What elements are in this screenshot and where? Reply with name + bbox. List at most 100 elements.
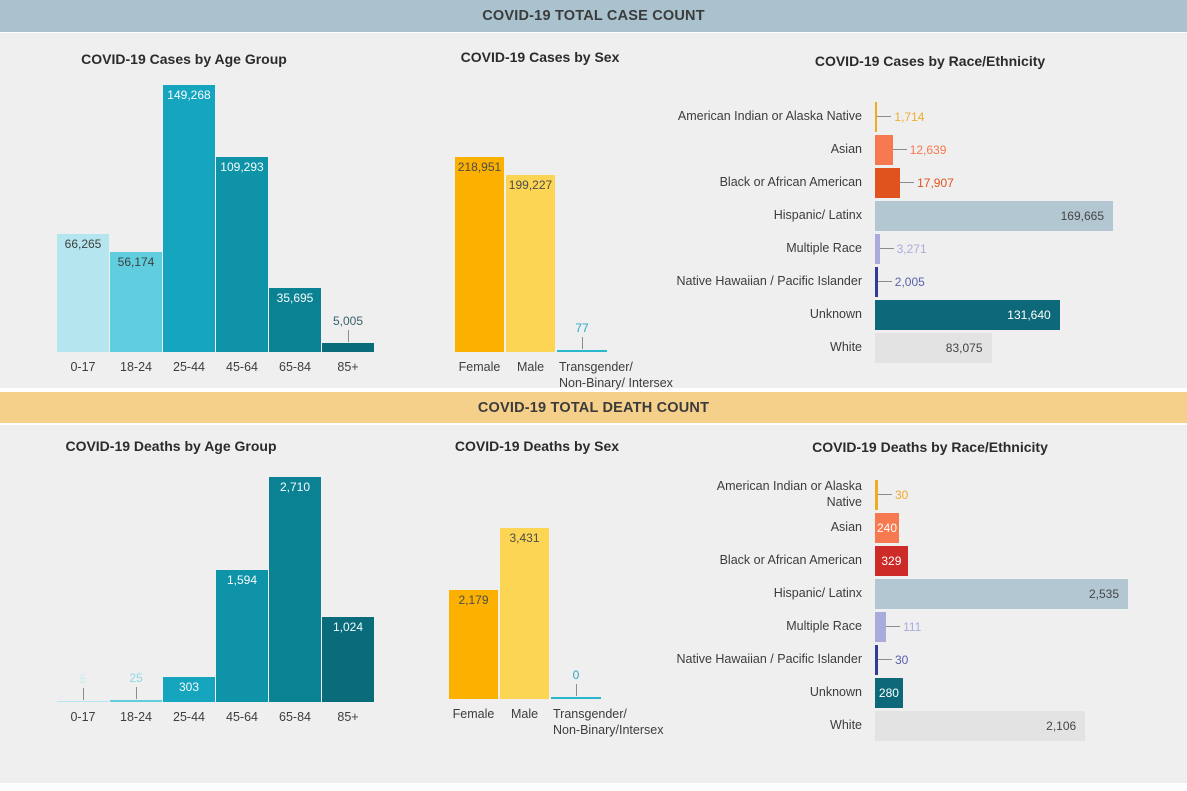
bar-area: 2,106: [875, 710, 1128, 741]
category-label: Transgender/ Non-Binary/ Intersex: [559, 360, 673, 390]
value-label: 329: [881, 553, 902, 568]
category-label: Unknown: [809, 306, 862, 321]
bar-cell-45-64: 1,594: [216, 477, 268, 702]
bar-multiple-race[interactable]: [875, 233, 880, 264]
race-row-asian: Asian 240: [646, 511, 1128, 544]
category-label: 45-64: [226, 360, 258, 374]
bar-female[interactable]: 2,179: [449, 590, 498, 699]
value-label: 25: [129, 670, 143, 685]
category-label: 0-17: [70, 710, 96, 724]
bar-18-24[interactable]: [110, 699, 162, 702]
value-label: 30: [895, 652, 909, 667]
bar-asian[interactable]: [875, 134, 893, 165]
race-row-white: White 2,106: [646, 709, 1128, 742]
plot-area: 5 25 303 1,594 2,710 1,024: [57, 477, 374, 702]
bar-white[interactable]: 83,075: [875, 332, 992, 363]
value-label: 77: [575, 321, 589, 335]
bar-0-17[interactable]: [57, 701, 109, 702]
value-label: 12,639: [909, 142, 947, 157]
bar-unknown[interactable]: 280: [875, 677, 903, 708]
leader-line: [900, 182, 915, 183]
plot-area: American Indian or Alaska Native 30 Asian 2…: [646, 478, 1128, 742]
bar-cell-65-84: 35,695: [269, 85, 321, 352]
bar-hispanic-latinx[interactable]: 169,665: [875, 200, 1113, 231]
category-label: 25-44: [173, 360, 205, 374]
category-label: American Indian or Alaska Native: [716, 479, 862, 509]
plot-area: 66,265 56,174 149,268 109,293 35,695 5,005: [57, 85, 374, 352]
value-label: 83,075: [945, 340, 983, 355]
bar-male[interactable]: 199,227: [506, 174, 555, 352]
race-row-unknown: Unknown 280: [646, 676, 1128, 709]
bar-native-hawaiian-pacific-islander[interactable]: [875, 644, 878, 675]
bar-area: 111: [875, 611, 1128, 642]
category-label: Male: [510, 707, 539, 721]
total-death-count-band: COVID-19 TOTAL DEATH COUNT: [0, 392, 1187, 423]
chart-cases-by-race-ethnicity: COVID-19 Cases by Race/Ethnicity America…: [646, 53, 1113, 364]
race-row-unknown: Unknown 131,640: [646, 298, 1113, 331]
bar-american-indian-or-alaska-native[interactable]: [875, 479, 878, 510]
bar-black-or-african-american[interactable]: [875, 167, 901, 198]
value-label: 30: [895, 487, 909, 502]
bar-white[interactable]: 2,106: [875, 710, 1086, 741]
race-row-native-hawaiian-pacific-islander: Native Hawaiian / Pacific Islander 30: [646, 643, 1128, 676]
bar-cell-25-44: 149,268: [163, 85, 215, 352]
bar-65-84[interactable]: 2,710: [269, 477, 321, 702]
race-row-black-or-african-american: Black or African American 17,907: [646, 166, 1113, 199]
bar-black-or-african-american[interactable]: 329: [875, 545, 908, 576]
bar-male[interactable]: 3,431: [500, 528, 549, 699]
bar-45-64[interactable]: 1,594: [216, 569, 268, 702]
bar-area: 2,005: [875, 266, 1113, 297]
category-label: Unknown: [809, 684, 862, 699]
category-label: 18-24: [120, 710, 152, 724]
bar-area: 83,075: [875, 332, 1113, 363]
bar-25-44[interactable]: 149,268: [163, 85, 215, 352]
bar-native-hawaiian-pacific-islander[interactable]: [875, 266, 878, 297]
bar-female[interactable]: 218,951: [455, 157, 504, 352]
bar-cell-18-24: 25: [110, 477, 162, 702]
bar-transgender-non-binary-intersex[interactable]: [557, 350, 607, 352]
chart-deaths-by-sex: COVID-19 Deaths by Sex 2,179 3,431 0 Femal…: [449, 438, 683, 738]
value-label: 2,710: [279, 480, 311, 494]
bar-american-indian-or-alaska-native[interactable]: [875, 101, 878, 132]
bar-25-44[interactable]: 303: [163, 676, 215, 702]
race-row-hispanic-latinx: Hispanic/ Latinx 169,665: [646, 199, 1113, 232]
value-label: 66,265: [64, 236, 102, 251]
bar-transgender-non-binary-intersex[interactable]: [551, 697, 601, 699]
race-row-hispanic-latinx: Hispanic/ Latinx 2,535: [646, 577, 1128, 610]
category-label: American Indian or Alaska Native: [677, 108, 862, 123]
category-label: 85+: [337, 360, 359, 374]
bar-hispanic-latinx[interactable]: 2,535: [875, 578, 1128, 609]
bar-cell-female: 218,951: [455, 157, 504, 352]
chart-cases-by-age-group: COVID-19 Cases by Age Group 66,265 56,174…: [57, 51, 375, 375]
category-label: 25-44: [173, 710, 205, 724]
bar-area: 2,535: [875, 578, 1128, 609]
race-row-native-hawaiian-pacific-islander: Native Hawaiian / Pacific Islander 2,005: [646, 265, 1113, 298]
bar-85+[interactable]: [322, 343, 374, 352]
bar-45-64[interactable]: 109,293: [216, 156, 268, 352]
value-label: 303: [178, 679, 200, 694]
category-label: Black or African American: [719, 174, 862, 189]
value-label: 2,106: [1046, 718, 1077, 733]
chart-title: COVID-19 Deaths by Sex: [454, 438, 620, 454]
bar-cell-18-24: 56,174: [110, 85, 162, 352]
value-label: 131,640: [1007, 307, 1051, 322]
bar-65-84[interactable]: 35,695: [269, 288, 321, 352]
category-label: Native Hawaiian / Pacific Islander: [676, 273, 863, 288]
chart-title: COVID-19 Cases by Age Group: [81, 51, 287, 67]
bar-area: 30: [875, 644, 1128, 675]
bar-0-17[interactable]: 66,265: [57, 233, 109, 352]
category-label: Transgender/ Non-Binary/Intersex: [553, 707, 664, 737]
category-axis: 0-17 18-24 25-44 45-64 65-84 85+: [57, 709, 375, 725]
bar-unknown[interactable]: 131,640: [875, 299, 1060, 330]
chart-title: COVID-19 Deaths by Age Group: [65, 438, 277, 454]
bar-18-24[interactable]: 56,174: [110, 251, 162, 352]
value-label: 3,431: [509, 531, 540, 545]
bar-asian[interactable]: 240: [875, 512, 899, 543]
bar-85+[interactable]: 1,024: [322, 617, 374, 702]
chart-title: COVID-19 Cases by Race/Ethnicity: [814, 53, 1046, 69]
leader-line: [877, 116, 892, 117]
total-case-count-band: COVID-19 TOTAL CASE COUNT: [0, 0, 1187, 32]
leader-line: [877, 281, 892, 282]
bar-cell-85+: 5,005: [322, 85, 374, 352]
bar-multiple-race[interactable]: [875, 611, 887, 642]
